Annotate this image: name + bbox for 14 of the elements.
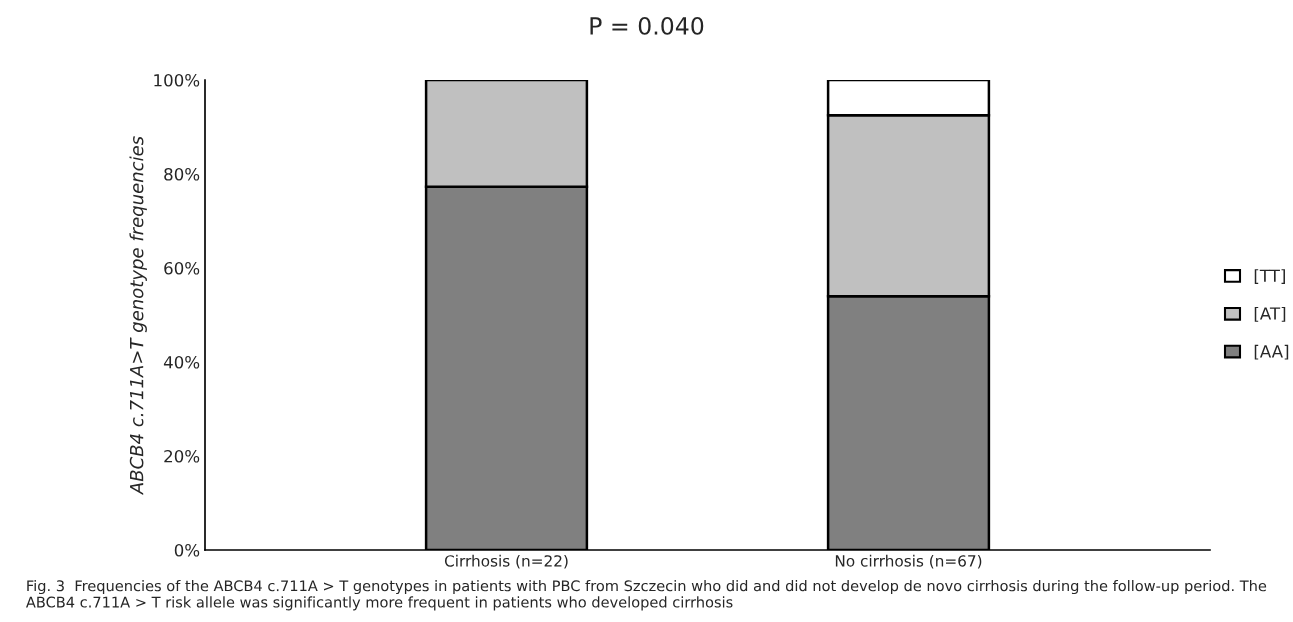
- y-tick-label: 20%: [164, 449, 200, 463]
- legend-label: [AA]: [1254, 344, 1289, 360]
- y-tick-label: 40%: [163, 355, 200, 369]
- x-tick-label: Cirrhosis (n=22): [444, 554, 568, 569]
- y-tick-label: 0%: [174, 543, 200, 557]
- caption: Fig. 3 Frequencies of the ABCB4 c.711A > T genotypes in patients with PBC from Szczecin who did and did not develop de novo cirrhosis during the follow-up period. The ABCB4 c.711A > T risk allele was significantly more frequent in patients who developed cirrhosis: [25, 580, 1267, 611]
- legend-label: [AT]: [1254, 306, 1286, 322]
- y-tick-label: 100%: [154, 73, 200, 87]
- y-axis-title: ABCB4 c.711A>T genotype frequencies: [129, 136, 147, 496]
- x-tick-label: No cirrhosis (n=67): [835, 554, 982, 569]
- y-tick-label: 80%: [164, 167, 200, 181]
- chart-title: P = 0.040: [590, 16, 704, 35]
- y-tick-label: 60%: [164, 261, 200, 275]
- legend-label: [TT]: [1254, 269, 1285, 284]
